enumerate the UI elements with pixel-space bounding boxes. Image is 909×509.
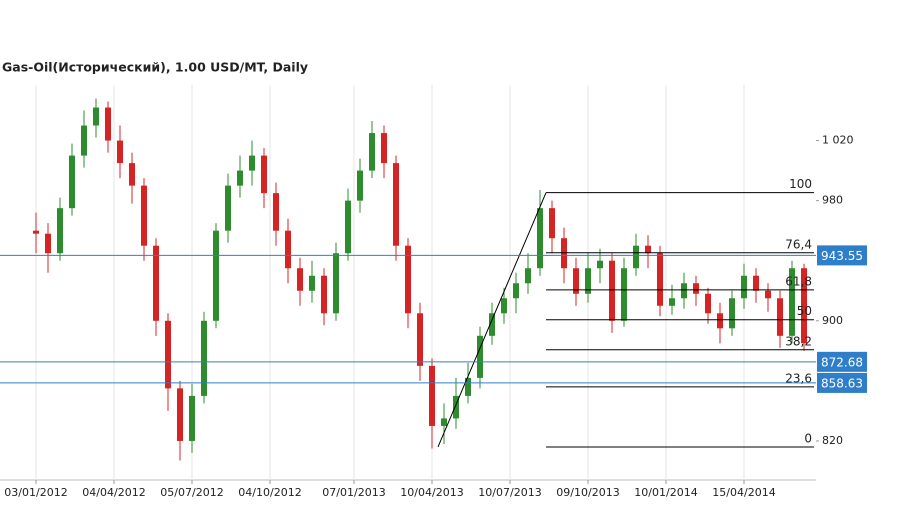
candle-body: [633, 245, 639, 269]
candle-body: [525, 268, 531, 284]
fib-label: 38,2: [785, 334, 812, 348]
x-tick-label: 03/01/2012: [4, 486, 67, 499]
candle-body: [477, 335, 483, 378]
candle-body: [801, 268, 807, 344]
candle-body: [429, 365, 435, 426]
candle-body: [69, 155, 75, 209]
candle-body: [153, 245, 159, 321]
candle-body: [249, 155, 255, 171]
price-tag-label: 943.55: [821, 249, 863, 263]
candle-body: [453, 395, 459, 419]
candle-body: [381, 133, 387, 164]
candle-body: [777, 298, 783, 336]
x-tick-label: 10/07/2013: [478, 486, 541, 499]
candle-body: [333, 253, 339, 314]
fib-label: 23,6: [785, 371, 812, 385]
y-tick-label: 1 020: [822, 134, 854, 147]
candle-body: [417, 313, 423, 366]
x-tick-label: 04/04/2012: [82, 486, 145, 499]
candle-body: [129, 163, 135, 186]
candle-body: [297, 268, 303, 291]
candle-body: [441, 418, 447, 426]
candle-body: [669, 298, 675, 306]
candle-body: [393, 163, 399, 246]
price-tag: [817, 351, 867, 372]
x-tick-label: 05/07/2012: [160, 486, 223, 499]
candle-body: [45, 233, 51, 254]
candle-body: [177, 388, 183, 441]
chart-title: Gas-Oil(Исторический), 1.00 USD/MT, Dail…: [2, 60, 308, 75]
price-tag-label: 872.68: [821, 355, 863, 369]
candle-body: [549, 208, 555, 239]
candle-body: [729, 298, 735, 329]
candle-body: [609, 260, 615, 321]
candle-body: [237, 170, 243, 186]
candle-body: [57, 208, 63, 254]
x-tick-label: 04/10/2012: [238, 486, 301, 499]
fib-label: 50: [797, 304, 812, 318]
fib-label: 76,4: [785, 237, 812, 251]
price-tag-label: 858.63: [821, 376, 863, 390]
candle-body: [345, 200, 351, 254]
candle-body: [765, 290, 771, 299]
candle-body: [285, 230, 291, 269]
candle-body: [321, 275, 327, 314]
y-tick-label: 900: [822, 314, 843, 327]
candle-body: [705, 293, 711, 314]
candle-body: [693, 283, 699, 294]
candle-body: [201, 320, 207, 396]
y-tick-label: 980: [822, 194, 843, 207]
x-tick-label: 10/01/2014: [634, 486, 697, 499]
candle-body: [81, 125, 87, 156]
x-tick-label: 09/10/2013: [556, 486, 619, 499]
candle-body: [645, 245, 651, 254]
x-tick-label: 15/04/2014: [712, 486, 775, 499]
candle-body: [537, 208, 543, 269]
candle-body: [369, 133, 375, 171]
candle-body: [405, 245, 411, 314]
candle-body: [357, 170, 363, 201]
x-tick-label: 07/01/2013: [322, 486, 385, 499]
candle-body: [621, 268, 627, 321]
fib-label: 0: [804, 431, 812, 445]
y-tick-label: 820: [822, 434, 843, 447]
candle-body: [141, 185, 147, 246]
candle-body: [753, 275, 759, 291]
candle-body: [117, 140, 123, 164]
candle-body: [741, 275, 747, 299]
candle-body: [165, 320, 171, 389]
candle-body: [225, 185, 231, 231]
fib-label: 100: [789, 177, 812, 191]
candle-body: [273, 193, 279, 231]
candle-body: [513, 283, 519, 299]
candle-body: [501, 298, 507, 314]
candle-body: [585, 268, 591, 294]
candle-body: [261, 155, 267, 194]
candle-body: [213, 230, 219, 321]
price-tag: [817, 245, 867, 266]
candle-body: [597, 260, 603, 269]
price-tag: [817, 372, 867, 393]
candle-body: [309, 275, 315, 291]
candle-body: [789, 268, 795, 336]
candle-body: [573, 268, 579, 294]
fib-label: 61,8: [785, 274, 812, 288]
candle-body: [465, 377, 471, 396]
candle-body: [489, 313, 495, 336]
x-tick-label: 10/04/2013: [400, 486, 463, 499]
fib-trend-line: [437, 192, 547, 448]
candle-body: [717, 313, 723, 329]
candle-body: [105, 107, 111, 141]
candle-body: [93, 107, 99, 126]
candle-body: [33, 230, 39, 234]
candle-body: [657, 253, 663, 306]
candle-body: [681, 283, 687, 299]
candle-body: [189, 395, 195, 441]
